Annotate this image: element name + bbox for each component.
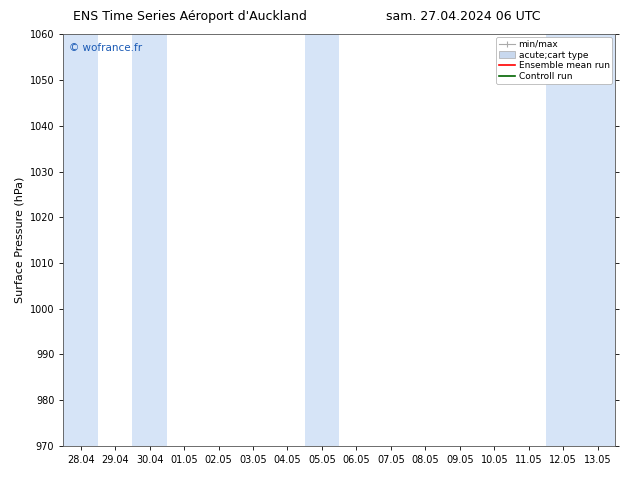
Bar xyxy=(546,34,615,446)
Bar xyxy=(133,34,167,446)
Text: sam. 27.04.2024 06 UTC: sam. 27.04.2024 06 UTC xyxy=(385,10,540,23)
Y-axis label: Surface Pressure (hPa): Surface Pressure (hPa) xyxy=(14,177,24,303)
Text: © wofrance.fr: © wofrance.fr xyxy=(69,43,142,52)
Bar xyxy=(63,34,98,446)
Bar xyxy=(305,34,339,446)
Text: ENS Time Series Aéroport d'Auckland: ENS Time Series Aéroport d'Auckland xyxy=(74,10,307,23)
Legend: min/max, acute;cart type, Ensemble mean run, Controll run: min/max, acute;cart type, Ensemble mean … xyxy=(496,37,612,84)
